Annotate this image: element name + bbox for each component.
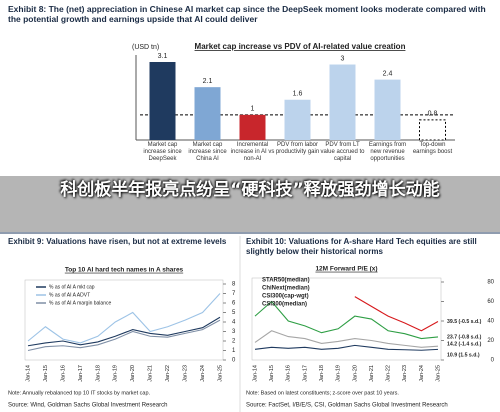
x-tick-label: Jan-23 xyxy=(183,365,189,382)
y-tick-label: 1 xyxy=(232,348,236,354)
x-tick-label: Jan-14 xyxy=(25,365,31,382)
y-axis-label: (USD tn) xyxy=(132,44,159,51)
x-tick-label: Market cap increase since China AI xyxy=(188,142,227,162)
legend-label: ChiNext(median) xyxy=(262,286,310,292)
bar xyxy=(194,87,221,140)
line xyxy=(254,300,439,340)
chart-title: Exhibit 9: Valuations have risen, but no… xyxy=(8,237,227,246)
legend-label: % as of AI A mkt cap xyxy=(49,284,95,290)
y-tick-label: 20 xyxy=(487,338,494,344)
x-tick-label: Jan-19 xyxy=(113,365,119,382)
end-label: 39.5 (-0.5 s.d.) xyxy=(447,319,482,325)
x-tick-label: Earnings from new revenue opportunities xyxy=(368,142,407,162)
y-tick-label: 2 xyxy=(232,339,236,345)
chart-subtitle: Top 10 AI hard tech names in A shares xyxy=(65,267,184,274)
chart-title: Exhibit 10: Valuations for A-share Hard … xyxy=(246,237,477,256)
note: Note: Based on latest constituents; z-sc… xyxy=(246,390,399,396)
bar xyxy=(284,99,311,140)
bar xyxy=(329,64,356,140)
note: Note: Annually rebalanced top 10 IT stoc… xyxy=(8,390,151,396)
line xyxy=(27,293,221,344)
chart-title: Exhibit 8: The (net) appreciation in Chi… xyxy=(8,4,486,24)
source: Source: FactSet, I/B/E/S, CSI, Goldman S… xyxy=(246,403,448,409)
y-tick-label: 80 xyxy=(487,280,494,286)
legend-label: % as of AI A ADVT xyxy=(49,292,90,298)
value-label: 2.1 xyxy=(203,78,213,85)
y-tick-label: 8 xyxy=(232,282,236,288)
legend-label: % as of AI A margin balance xyxy=(49,300,111,306)
x-tick-label: Incremental increase in AI vs non-AI xyxy=(230,142,275,162)
y-tick-label: 7 xyxy=(232,291,236,297)
x-tick-label: Jan-16 xyxy=(286,365,292,382)
x-tick-label: Jan-20 xyxy=(130,365,136,382)
x-tick-label: Jan-18 xyxy=(319,365,325,382)
legend-label: CSI300(median) xyxy=(262,302,307,308)
y-tick-label: 40 xyxy=(487,319,494,325)
value-label: 2.4 xyxy=(383,70,393,77)
y-tick-label: 6 xyxy=(232,301,236,307)
x-tick-label: Jan-17 xyxy=(302,365,308,382)
x-tick-label: Jan-24 xyxy=(200,365,206,382)
y-tick-label: 5 xyxy=(232,310,236,316)
line xyxy=(254,344,439,351)
x-tick-label: Jan-24 xyxy=(419,365,425,382)
chart-subtitle: 12M Forward P/E (x) xyxy=(315,266,377,273)
legend-label: CSI300(cap-wgt) xyxy=(262,294,309,300)
plot-frame xyxy=(251,277,442,361)
x-tick-label: PDV from labor productivity gain xyxy=(275,142,320,155)
x-tick-label: Jan-15 xyxy=(43,365,49,382)
chart-subtitle: Market cap increase vs PDV of AI-related… xyxy=(195,42,406,51)
x-tick-label: Jan-22 xyxy=(165,365,171,382)
line xyxy=(27,319,221,352)
x-tick-label: Jan-20 xyxy=(352,365,358,382)
end-label: 10.9 (1.5 s.d.) xyxy=(447,353,480,359)
bar xyxy=(374,79,401,140)
x-tick-label: Jan-22 xyxy=(386,365,392,382)
y-tick-label: 0 xyxy=(232,358,236,364)
end-label: 14.2 (-1.4 s.d.) xyxy=(447,342,482,348)
line xyxy=(354,296,439,332)
x-tick-label: Jan-15 xyxy=(269,365,275,382)
y-tick-label: 0 xyxy=(491,358,495,364)
headline: 科创板半年报亮点纷呈“硬科技”释放强劲增长动能 xyxy=(60,180,440,200)
value-label: 3.1 xyxy=(158,53,168,60)
x-tick-label: PDV from LT value accrued to capital xyxy=(320,142,365,162)
end-label: 23.7 (-0.8 s.d.) xyxy=(447,334,482,340)
line xyxy=(254,330,439,348)
plot-frame xyxy=(24,279,224,361)
value-label: 1.6 xyxy=(293,91,303,98)
line xyxy=(27,316,221,347)
x-tick-label: Jan-14 xyxy=(252,365,258,382)
source: Source: Wind, Goldman Sachs Global Inves… xyxy=(8,403,167,409)
overlay-band xyxy=(0,176,500,232)
y-tick-label: 4 xyxy=(232,320,236,326)
value-label: 0.8 xyxy=(428,111,438,118)
x-tick-label: Jan-25 xyxy=(217,365,223,382)
x-tick-label: Jan-21 xyxy=(148,365,154,382)
value-label: 3 xyxy=(341,55,345,62)
value-label: 1 xyxy=(251,106,255,113)
y-tick-label: 60 xyxy=(487,299,494,305)
x-tick-label: Jan-18 xyxy=(95,365,101,382)
bar xyxy=(239,114,266,140)
x-tick-label: Jan-16 xyxy=(60,365,66,382)
x-tick-label: Jan-17 xyxy=(78,365,84,382)
bar xyxy=(149,62,176,140)
x-tick-label: Market cap increase since DeepSeek xyxy=(143,142,182,162)
x-tick-label: Jan-23 xyxy=(402,365,408,382)
x-tick-label: Jan-25 xyxy=(435,365,441,382)
bar xyxy=(419,119,446,141)
legend-label: STAR50(median) xyxy=(262,278,310,284)
x-tick-label: Jan-19 xyxy=(336,365,342,382)
y-tick-label: 3 xyxy=(232,329,236,335)
x-tick-label: Top-down earnings boost xyxy=(412,142,453,155)
x-tick-label: Jan-21 xyxy=(369,365,375,382)
